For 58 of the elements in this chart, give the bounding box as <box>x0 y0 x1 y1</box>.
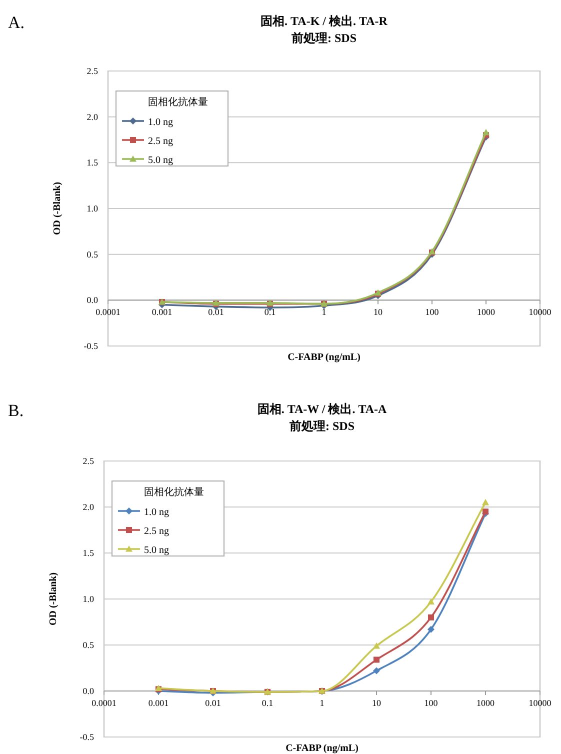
x-tick-label: 1 <box>322 307 326 318</box>
x-tick-label: 0.001 <box>148 698 169 708</box>
x-tick-label: 0.01 <box>208 307 224 318</box>
y-tick-label: 0.0 <box>86 295 98 306</box>
point <box>482 128 490 136</box>
legend-title: 固相化抗体量 <box>144 486 204 498</box>
x-tick-label: 0.1 <box>264 307 276 318</box>
point <box>428 626 434 633</box>
y-tick-label: 2.0 <box>86 112 98 122</box>
chart-title: 固相. TA-K / 検出. TA-R <box>260 14 388 28</box>
text: B. <box>8 401 24 420</box>
x-tick-label: 0.0001 <box>92 698 116 708</box>
chart-subtitle: 前処理: SDS <box>288 419 355 433</box>
point <box>428 614 434 620</box>
y-tick-label: 2.5 <box>82 456 94 466</box>
chart-subtitle: 前処理: SDS <box>290 31 357 45</box>
legend-label: 1.0 ng <box>144 507 169 518</box>
y-tick-label: 0.5 <box>86 249 98 260</box>
legend-title: 固相化抗体量 <box>148 96 208 108</box>
point <box>428 598 434 605</box>
y-tick-label: 1.5 <box>86 158 98 168</box>
x-tick-label: 10000 <box>528 698 552 708</box>
point <box>373 667 380 674</box>
text: A. <box>8 13 25 32</box>
x-tick-label: 10000 <box>528 307 552 318</box>
x-tick-label: 1000 <box>476 698 495 708</box>
y-tick-label: 2.0 <box>82 502 94 512</box>
chart-title: 固相. TA-W / 検出. TA-A <box>257 402 387 416</box>
x-tick-label: 0.01 <box>205 698 221 708</box>
x-tick-label: 10 <box>374 307 383 318</box>
y-tick-label: 2.5 <box>86 66 98 76</box>
x-tick-label: 10 <box>372 698 382 708</box>
x-tick-label: 0.1 <box>262 698 274 708</box>
y-tick-label: 1.5 <box>82 548 94 558</box>
x-tick-label: 0.0001 <box>96 307 120 318</box>
point <box>373 642 380 649</box>
x-tick-label: 1 <box>320 698 324 708</box>
x-tick-label: 100 <box>425 307 440 318</box>
y-tick-label: 0.0 <box>82 686 94 696</box>
point <box>482 498 489 506</box>
y-tick-label: 0.5 <box>82 640 94 650</box>
x-tick-label: 0.001 <box>152 307 172 318</box>
y-axis-title: OD (-Blank) <box>52 182 63 236</box>
legend-label: 2.5 ng <box>148 136 173 147</box>
legend-label: 1.0 ng <box>148 117 173 128</box>
y-tick-label: -0.5 <box>80 732 94 742</box>
x-tick-label: 100 <box>424 698 438 708</box>
y-tick-label: 1.0 <box>86 204 98 214</box>
x-axis-title: C-FABP (ng/mL) <box>288 352 360 363</box>
y-axis-title: OD (-Blank) <box>48 572 59 626</box>
x-tick-label: 1000 <box>477 307 496 318</box>
legend-label: 2.5 ng <box>144 526 169 537</box>
y-tick-label: 1.0 <box>82 594 94 604</box>
x-axis-title: C-FABP (ng/mL) <box>286 743 358 754</box>
y-tick-label: -0.5 <box>84 341 98 351</box>
point <box>374 656 380 663</box>
legend-label: 5.0 ng <box>148 155 173 166</box>
legend-label: 5.0 ng <box>144 545 169 556</box>
